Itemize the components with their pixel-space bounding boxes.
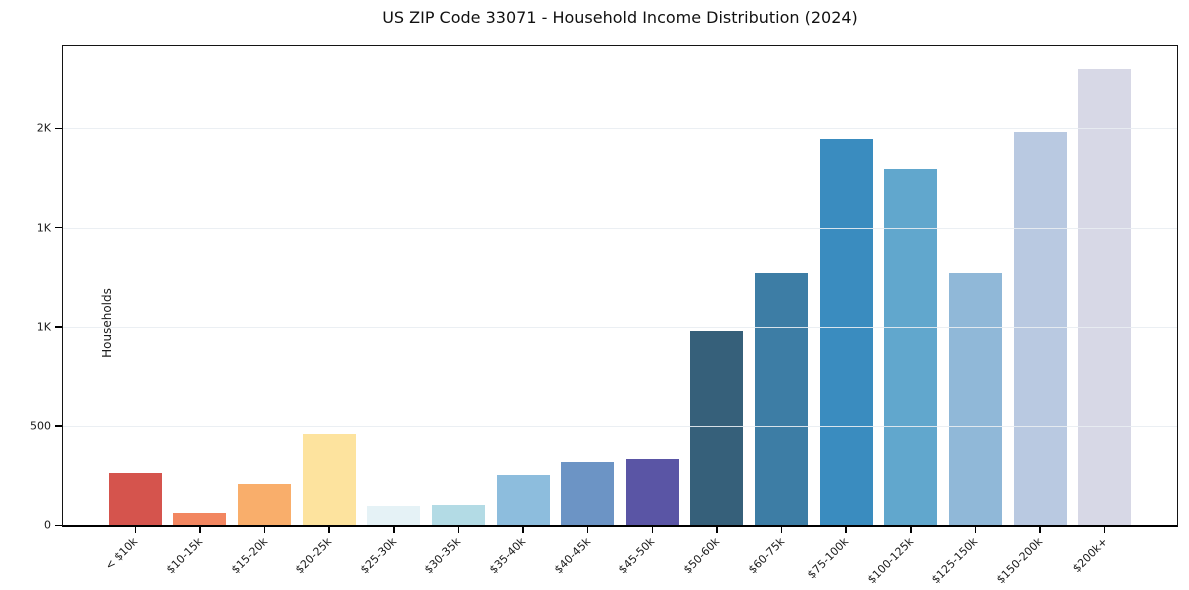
x-tick-mark (263, 526, 266, 533)
bar-slot (491, 46, 556, 525)
bars-container (63, 46, 1177, 525)
bar-slot (103, 46, 168, 525)
bar (367, 506, 421, 525)
bar (755, 273, 809, 525)
gridline (63, 227, 1177, 229)
bar (884, 169, 938, 525)
bar-slot (426, 46, 491, 525)
x-tick-mark (586, 526, 589, 533)
bar-slot (1008, 46, 1073, 525)
bar-slot (879, 46, 944, 525)
bar-slot (232, 46, 297, 525)
y-tick-mark (55, 227, 62, 229)
bar (108, 473, 162, 525)
bar (238, 484, 292, 525)
bar (431, 505, 485, 525)
x-tick-mark (134, 526, 136, 533)
y-tick-mark (55, 524, 62, 526)
x-tick-mark (845, 526, 847, 533)
bar (1013, 132, 1067, 525)
bar-slot (297, 46, 362, 525)
bar-slot (685, 46, 750, 525)
bar-slot (749, 46, 814, 525)
y-tick-label: 500 (30, 419, 51, 433)
y-tick-mark (55, 127, 62, 130)
bar-slot (620, 46, 685, 525)
x-tick-mark (393, 526, 395, 533)
bar-slot (943, 46, 1008, 525)
y-tick-label: 0 (44, 518, 51, 532)
gridline (63, 425, 1177, 427)
bar (561, 461, 615, 525)
y-tick-label: 1K (36, 320, 51, 334)
bar-slot (555, 46, 620, 525)
gridline (63, 128, 1177, 130)
chart-title: US ZIP Code 33071 - Household Income Dis… (382, 8, 858, 27)
plot-area: Households 0 500 1K 1K 2K < $10k $10-15k $15-2… (30, 45, 1178, 586)
x-tick-mark (1103, 526, 1106, 533)
x-tick-mark (974, 526, 977, 533)
y-tick-label: 1K (36, 221, 51, 235)
gridline (63, 326, 1177, 328)
bar (496, 475, 550, 525)
bar (948, 273, 1002, 525)
bar (173, 513, 227, 525)
x-tick-mark (199, 526, 201, 533)
x-tick-mark (522, 526, 524, 533)
bar (1078, 69, 1132, 525)
x-tick-label: < $10k (102, 535, 141, 573)
x-tick-mark (651, 526, 653, 533)
y-tick-label: 2K (36, 121, 51, 135)
y-tick-mark (55, 326, 62, 328)
x-tick-mark (457, 526, 460, 533)
x-tick-mark (1039, 526, 1041, 533)
bar-slot (814, 46, 879, 525)
bar-slot (1072, 46, 1137, 525)
bar (302, 433, 356, 525)
bar (819, 139, 873, 525)
bar-slot (168, 46, 233, 525)
x-tick-mark (328, 526, 330, 533)
bar-slot (362, 46, 427, 525)
bar (690, 330, 744, 525)
x-tick-mark (780, 526, 783, 533)
y-tick-mark (55, 425, 62, 427)
bar (625, 458, 679, 525)
x-tick-mark (716, 526, 718, 533)
x-tick-mark (910, 526, 912, 533)
